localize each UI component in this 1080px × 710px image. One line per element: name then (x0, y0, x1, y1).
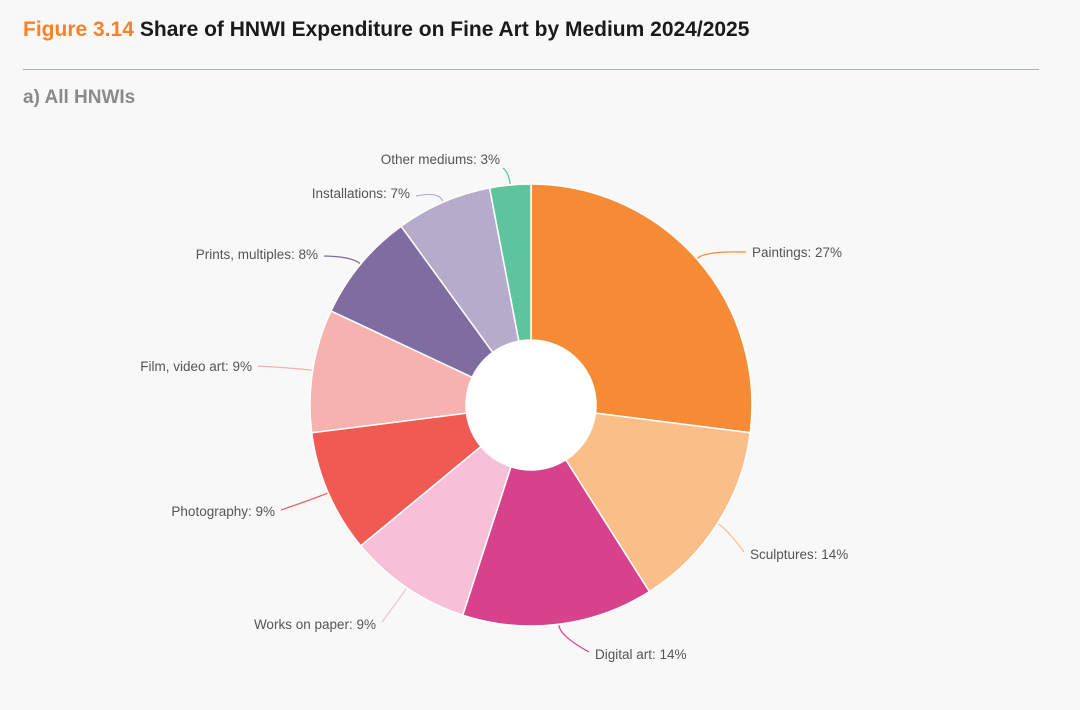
title-divider (23, 69, 1039, 70)
leader-line-sculptures (718, 523, 745, 553)
label-digital-art: Digital art: 14% (595, 647, 687, 662)
label-film-video-art: Film, video art: 9% (140, 359, 252, 374)
labels-group: Paintings: 27% Sculptures: 14% Digital art… (140, 152, 848, 662)
label-works-on-paper: Works on paper: 9% (254, 617, 376, 632)
label-other-mediums: Other mediums: 3% (381, 152, 500, 167)
figure-title: Figure 3.14 Share of HNWI Expenditure on … (23, 18, 749, 42)
label-paintings: Paintings: 27% (752, 245, 842, 260)
label-photography: Photography: 9% (171, 504, 275, 519)
chart-subtitle: a) All HNWIs (23, 87, 136, 108)
leader-line-paintings (697, 251, 747, 259)
slices-group (309, 183, 753, 627)
label-prints-multiples: Prints, multiples: 8% (196, 247, 318, 262)
leader-line-film-video-art (257, 365, 312, 371)
leader-line-prints-multiples (323, 255, 361, 264)
leader-line-photography (280, 492, 328, 511)
leader-line-installations (415, 193, 444, 202)
donut-hole (466, 340, 596, 470)
label-installations: Installations: 7% (312, 186, 410, 201)
leader-line-other-mediums (502, 167, 511, 185)
leader-lines-group (257, 167, 747, 653)
label-sculptures: Sculptures: 14% (750, 547, 848, 562)
figure-number: Figure 3.14 (23, 18, 134, 41)
leader-line-works-on-paper (381, 588, 407, 623)
leader-line-digital-art (558, 625, 590, 653)
figure-title-text: Share of HNWI Expenditure on Fine Art by… (139, 18, 750, 41)
